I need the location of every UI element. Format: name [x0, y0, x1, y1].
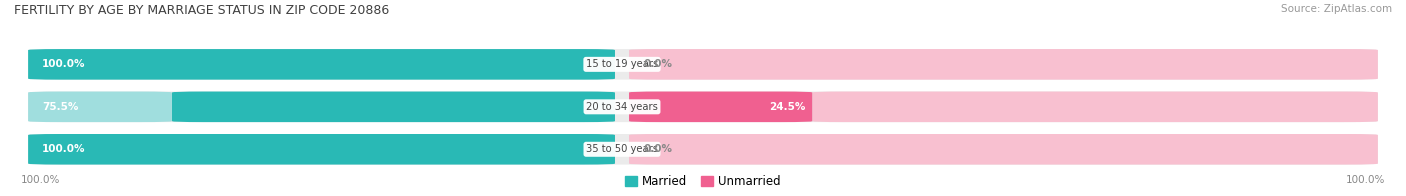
Text: 0.0%: 0.0% [643, 144, 672, 154]
Text: FERTILITY BY AGE BY MARRIAGE STATUS IN ZIP CODE 20886: FERTILITY BY AGE BY MARRIAGE STATUS IN Z… [14, 4, 389, 17]
Text: 24.5%: 24.5% [769, 102, 806, 112]
FancyBboxPatch shape [28, 92, 172, 122]
FancyBboxPatch shape [813, 92, 1378, 122]
FancyBboxPatch shape [28, 49, 614, 80]
FancyBboxPatch shape [28, 134, 614, 165]
Text: 100.0%: 100.0% [42, 59, 86, 69]
FancyBboxPatch shape [28, 134, 1378, 165]
Text: 75.5%: 75.5% [42, 102, 79, 112]
Text: 15 to 19 years: 15 to 19 years [586, 59, 658, 69]
FancyBboxPatch shape [628, 92, 813, 122]
Text: 100.0%: 100.0% [21, 175, 60, 185]
Text: 35 to 50 years: 35 to 50 years [586, 144, 658, 154]
Text: 0.0%: 0.0% [643, 59, 672, 69]
Text: 20 to 34 years: 20 to 34 years [586, 102, 658, 112]
Text: Source: ZipAtlas.com: Source: ZipAtlas.com [1281, 4, 1392, 14]
FancyBboxPatch shape [28, 49, 1378, 80]
FancyBboxPatch shape [28, 92, 1378, 122]
FancyBboxPatch shape [628, 49, 1378, 80]
FancyBboxPatch shape [172, 92, 614, 122]
Legend: Married, Unmarried: Married, Unmarried [620, 170, 786, 192]
Text: 100.0%: 100.0% [42, 144, 86, 154]
Text: 100.0%: 100.0% [1346, 175, 1385, 185]
FancyBboxPatch shape [628, 134, 1378, 165]
